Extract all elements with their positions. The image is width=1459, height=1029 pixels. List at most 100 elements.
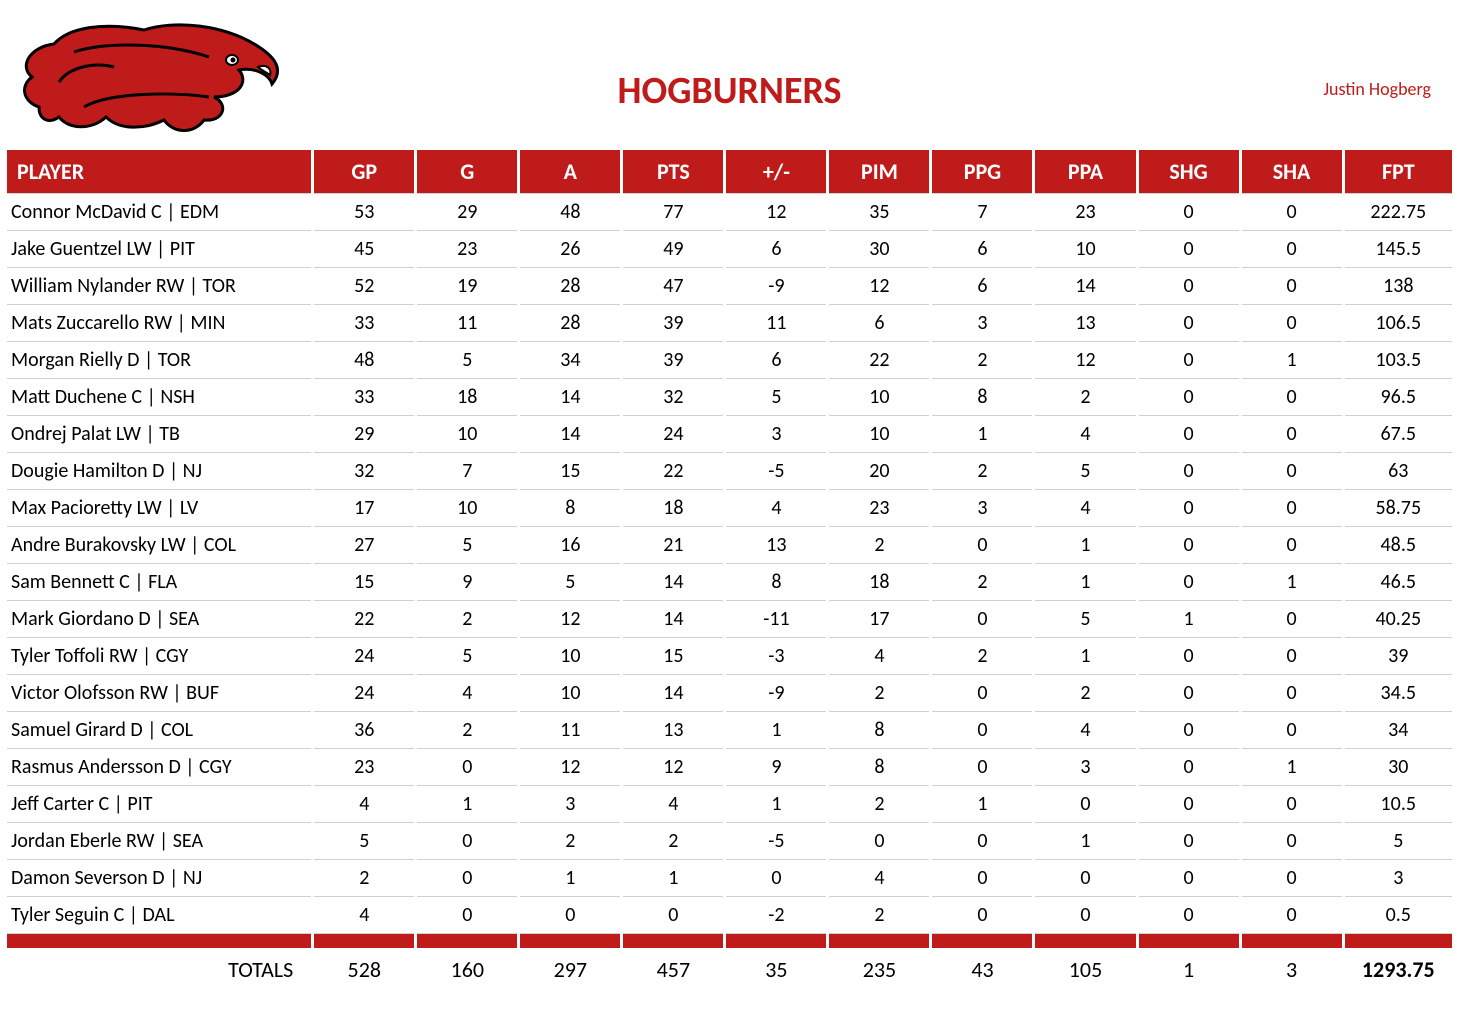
stat-cell: 22	[314, 601, 414, 638]
col-ppa: PPA	[1035, 150, 1135, 194]
player-cell: Dougie Hamilton D | NJ	[7, 453, 311, 490]
col-a: A	[520, 150, 620, 194]
stat-cell: 2	[1035, 675, 1135, 712]
stat-cell: 20	[829, 453, 929, 490]
stat-cell: 10	[829, 416, 929, 453]
table-row: William Nylander RW | TOR52192847-912614…	[7, 268, 1452, 305]
stat-cell: 22	[623, 453, 723, 490]
stat-cell: -9	[726, 675, 826, 712]
stat-cell: 46.5	[1345, 564, 1452, 601]
stat-cell: 0	[1139, 268, 1239, 305]
totals-ppa: 105	[1035, 948, 1135, 989]
totals-gp: 528	[314, 948, 414, 989]
stat-cell: 222.75	[1345, 194, 1452, 231]
player-cell: Andre Burakovsky LW | COL	[7, 527, 311, 564]
stat-cell: 12	[520, 749, 620, 786]
totals-row: TOTALS 528 160 297 457 35 235 43 105 1 3…	[7, 948, 1452, 989]
stat-cell: 10.5	[1345, 786, 1452, 823]
stat-cell: 8	[829, 712, 929, 749]
col-gp: GP	[314, 150, 414, 194]
stat-cell: 2	[829, 786, 929, 823]
stat-cell: 10	[520, 638, 620, 675]
stat-cell: 0	[1242, 527, 1342, 564]
player-cell: Morgan Rielly D | TOR	[7, 342, 311, 379]
stat-cell: 30	[829, 231, 929, 268]
stat-cell: 1	[932, 786, 1032, 823]
stat-cell: 3	[1345, 860, 1452, 897]
stat-cell: 10	[1035, 231, 1135, 268]
stat-cell: 96.5	[1345, 379, 1452, 416]
stat-cell: 0	[417, 749, 517, 786]
player-cell: Jordan Eberle RW | SEA	[7, 823, 311, 860]
stat-cell: 2	[314, 860, 414, 897]
stat-cell: 39	[1345, 638, 1452, 675]
stat-cell: 48	[314, 342, 414, 379]
stat-cell: 33	[314, 305, 414, 342]
stat-cell: 3	[1035, 749, 1135, 786]
col-sha: SHA	[1242, 150, 1342, 194]
table-row: Ondrej Palat LW | TB29101424310140067.5	[7, 416, 1452, 453]
col-g: G	[417, 150, 517, 194]
table-row: Victor Olofsson RW | BUF2441014-92020034…	[7, 675, 1452, 712]
stat-cell: 26	[520, 231, 620, 268]
stat-cell: 6	[726, 342, 826, 379]
stat-cell: 2	[932, 342, 1032, 379]
stat-cell: 4	[314, 786, 414, 823]
stat-cell: 52	[314, 268, 414, 305]
stat-cell: 0	[932, 527, 1032, 564]
stat-cell: 32	[623, 379, 723, 416]
stat-cell: 1	[1242, 342, 1342, 379]
stat-cell: 1	[726, 712, 826, 749]
stat-cell: 0	[932, 601, 1032, 638]
player-cell: Ondrej Palat LW | TB	[7, 416, 311, 453]
stat-cell: 0	[1139, 712, 1239, 749]
stat-cell: 0	[1242, 823, 1342, 860]
player-cell: Sam Bennett C | FLA	[7, 564, 311, 601]
stat-cell: 67.5	[1345, 416, 1452, 453]
stat-cell: 2	[1035, 379, 1135, 416]
stat-cell: 6	[932, 268, 1032, 305]
table-row: Rasmus Andersson D | CGY230121298030130	[7, 749, 1452, 786]
stat-cell: 23	[829, 490, 929, 527]
stat-cell: 1	[1035, 823, 1135, 860]
stat-cell: 0	[1139, 749, 1239, 786]
stat-cell: 0.5	[1345, 897, 1452, 934]
stat-cell: 0	[1242, 860, 1342, 897]
stat-cell: 0	[932, 749, 1032, 786]
stat-cell: 5	[1035, 601, 1135, 638]
stat-cell: 0	[520, 897, 620, 934]
stat-cell: 2	[829, 527, 929, 564]
totals-sha: 3	[1242, 948, 1342, 989]
stat-cell: 1	[1035, 527, 1135, 564]
stat-cell: 4	[829, 638, 929, 675]
stat-cell: 2	[520, 823, 620, 860]
totals-pts: 457	[623, 948, 723, 989]
stat-cell: 32	[314, 453, 414, 490]
stat-cell: 11	[520, 712, 620, 749]
stat-cell: 5	[417, 527, 517, 564]
stat-cell: 4	[1035, 712, 1135, 749]
stat-cell: 8	[726, 564, 826, 601]
stat-cell: 12	[1035, 342, 1135, 379]
stat-cell: 22	[829, 342, 929, 379]
stat-cell: 0	[726, 860, 826, 897]
stat-cell: 1	[1242, 749, 1342, 786]
stat-cell: 14	[1035, 268, 1135, 305]
stat-cell: 34	[520, 342, 620, 379]
stat-cell: 0	[1139, 194, 1239, 231]
player-cell: Max Pacioretty LW | LV	[7, 490, 311, 527]
stat-cell: 2	[932, 564, 1032, 601]
stat-cell: 0	[1139, 897, 1239, 934]
stat-cell: 5	[726, 379, 826, 416]
stat-cell: 14	[520, 379, 620, 416]
stat-cell: 0	[1242, 712, 1342, 749]
stat-cell: 24	[314, 675, 414, 712]
table-row: Sam Bennett C | FLA159514818210146.5	[7, 564, 1452, 601]
table-row: Andre Burakovsky LW | COL275162113201004…	[7, 527, 1452, 564]
player-cell: Tyler Seguin C | DAL	[7, 897, 311, 934]
stat-cell: 13	[1035, 305, 1135, 342]
stat-cell: -2	[726, 897, 826, 934]
stat-cell: 0	[1139, 527, 1239, 564]
stat-cell: 5	[1035, 453, 1135, 490]
stat-cell: 18	[417, 379, 517, 416]
